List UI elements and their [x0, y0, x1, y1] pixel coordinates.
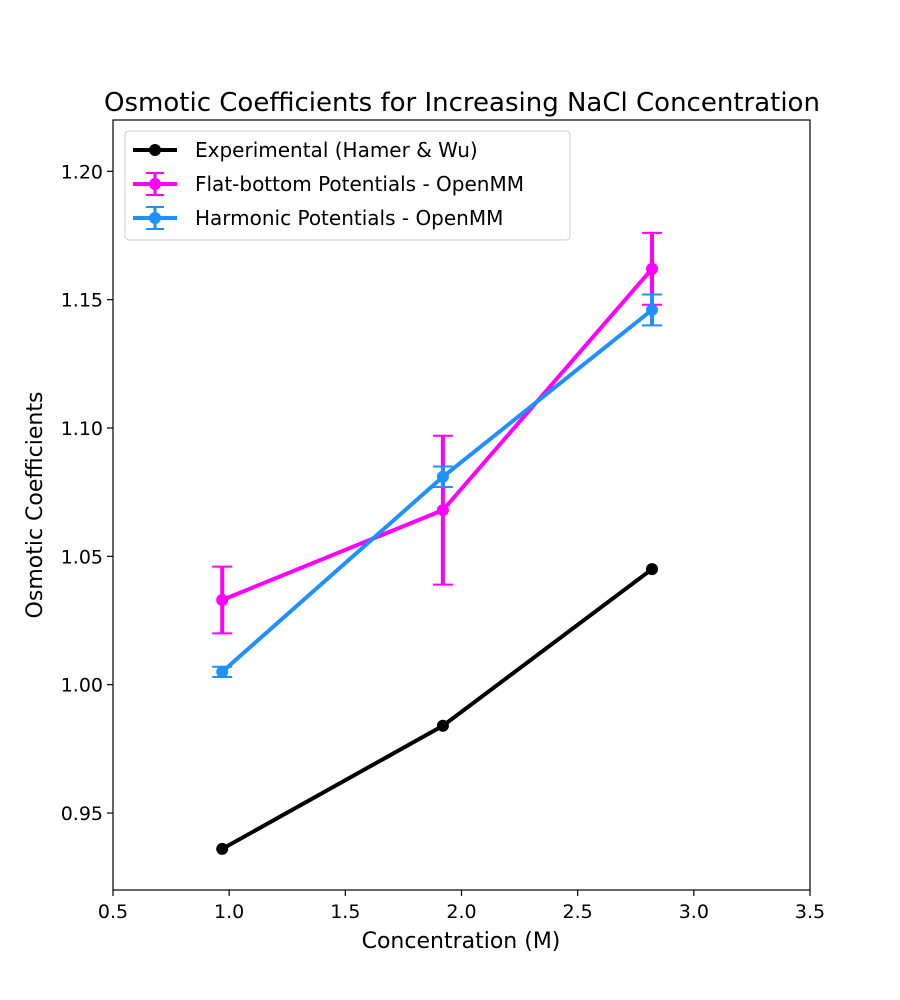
legend-marker-0 [149, 144, 161, 156]
series-line-0 [220, 567, 655, 851]
x-tick-label-1: 1.0 [214, 901, 244, 923]
x-tick-label-2: 1.5 [330, 901, 360, 923]
y-tick-label-0: 0.95 [61, 803, 103, 825]
data-point-0-1 [436, 719, 449, 732]
legend-label-2: Harmonic Potentials - OpenMM [195, 206, 503, 230]
legend-label-0: Experimental (Hamer & Wu) [195, 138, 478, 162]
data-point-0-0 [216, 842, 229, 855]
legend: Experimental (Hamer & Wu) Flat-bottom Pot… [124, 130, 571, 241]
x-tick-label-6: 3.5 [795, 901, 825, 923]
y-tick-label-3: 1.10 [61, 418, 103, 440]
data-point-2-2 [646, 303, 659, 316]
legend-entry-0: Experimental (Hamer & Wu) [133, 138, 478, 162]
legend-box [124, 130, 571, 241]
x-tick-label-4: 2.5 [563, 901, 593, 923]
data-point-2-1 [436, 470, 449, 483]
x-tick-label-3: 2.0 [446, 901, 476, 923]
legend-entry-1: Flat-bottom Potentials - OpenMM [133, 172, 524, 196]
data-point-0-2 [646, 563, 659, 576]
series-1 [212, 231, 663, 635]
axes-layer: 0.5 1.0 1.5 2.0 2.5 3.0 3.5 0.95 1.00 1.05 1.10 1.1… [61, 119, 825, 923]
chart-title: Osmotic Coefficients for Increasing NaCl… [104, 88, 820, 118]
legend-marker-1 [149, 178, 161, 190]
plot-layer [212, 231, 663, 855]
y-tick-label-2: 1.05 [61, 546, 103, 568]
series-2 [212, 293, 663, 678]
data-point-1-1 [436, 504, 449, 517]
x-axis-label: Concentration (M) [362, 929, 561, 954]
x-tick-label-0: 0.5 [98, 901, 128, 923]
data-point-1-2 [646, 262, 659, 275]
y-axis-label: Osmotic Coefficients [23, 392, 48, 619]
data-point-1-0 [216, 593, 229, 606]
y-tick-label-4: 1.15 [61, 290, 103, 312]
data-point-2-0 [216, 665, 229, 678]
legend-marker-2 [149, 212, 161, 224]
series-line-1 [220, 266, 655, 602]
series-0 [216, 563, 659, 855]
y-tick-label-5: 1.20 [61, 161, 103, 183]
legend-label-1: Flat-bottom Potentials - OpenMM [195, 172, 524, 196]
legend-entry-2: Harmonic Potentials - OpenMM [133, 206, 503, 230]
y-tick-label-1: 1.00 [61, 675, 103, 697]
x-tick-label-5: 3.0 [679, 901, 709, 923]
